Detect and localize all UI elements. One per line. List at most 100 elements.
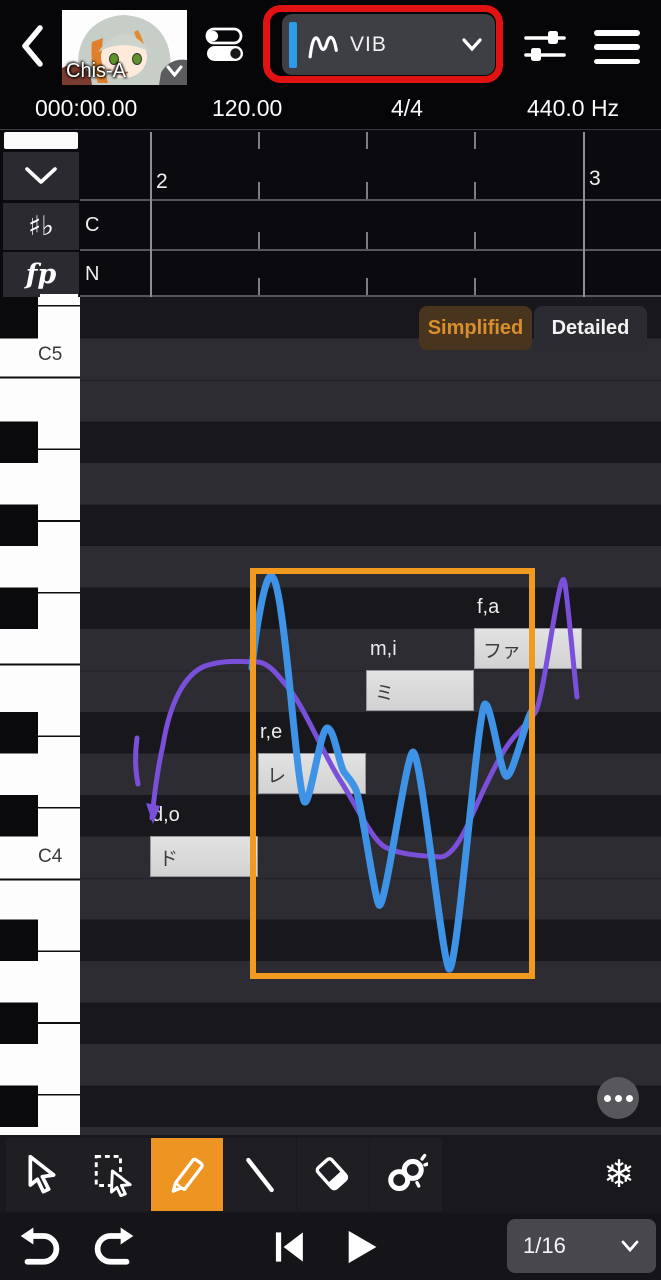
note-kana: ミ	[375, 683, 395, 704]
cursor-tool-button[interactable]	[6, 1138, 78, 1211]
vibrato-curve	[149, 577, 580, 860]
line-tool-button[interactable]	[224, 1138, 296, 1211]
note-lyric: f,a	[477, 596, 500, 618]
pitch-curve	[248, 572, 536, 973]
piano-keyboard[interactable]: C5 C4	[0, 297, 80, 1135]
beat-tick	[366, 182, 368, 199]
play-button[interactable]	[335, 1221, 387, 1273]
chevron-down-icon	[620, 1239, 640, 1253]
freeze-tool-button[interactable]: ❄	[583, 1138, 655, 1211]
note-lyric: r,e	[260, 721, 283, 743]
track-row-label-dyn: N	[85, 263, 100, 285]
bar-line	[150, 132, 152, 297]
ruler-separator	[80, 249, 661, 251]
undo-icon	[18, 1225, 64, 1269]
skip-to-start-button[interactable]	[263, 1221, 315, 1273]
track-toggles-button[interactable]	[200, 24, 248, 66]
playhead-time[interactable]: 000:00.00	[35, 95, 138, 121]
note-block[interactable]: ド	[150, 836, 258, 877]
chevron-down-icon	[23, 166, 59, 186]
param-label: VIB	[350, 32, 387, 56]
pencil-icon	[166, 1153, 208, 1197]
redo-button[interactable]	[84, 1221, 142, 1273]
note-block[interactable]: ファ	[474, 628, 582, 669]
marquee-select-tool-button[interactable]	[78, 1138, 150, 1211]
tempo-value[interactable]: 120.00	[212, 95, 283, 121]
beat-tick	[474, 278, 476, 295]
note-kana: レ	[267, 766, 287, 787]
pitch-curves-layer	[133, 572, 580, 973]
selection-rectangle[interactable]	[250, 568, 535, 979]
bar-line	[583, 132, 585, 297]
ruler-separator	[80, 295, 661, 297]
beat-tick	[258, 182, 260, 199]
sliders-icon	[522, 26, 568, 68]
tab-simplified[interactable]: Simplified	[419, 306, 532, 350]
tuning-value[interactable]: 440.0 Hz	[527, 95, 620, 121]
more-options-button[interactable]	[597, 1077, 639, 1119]
sharp-flat-icon: ♯♭	[28, 211, 54, 242]
eraser-tool-button[interactable]	[297, 1138, 369, 1211]
beat-tick	[474, 182, 476, 199]
bar-number: 2	[156, 170, 168, 193]
beat-tick	[258, 132, 260, 149]
snap-grid-dropdown[interactable]: 1/16	[507, 1219, 656, 1273]
cursor-arrow-icon	[22, 1153, 62, 1197]
beat-tick	[258, 232, 260, 249]
dynamics-button[interactable]: fp	[3, 252, 79, 297]
tab-detailed[interactable]: Detailed	[534, 306, 647, 350]
unlink-tool-button[interactable]	[370, 1138, 442, 1211]
transport-bar: 1/16	[0, 1213, 661, 1280]
collapse-panel-button[interactable]	[3, 152, 79, 200]
horizontal-scrollbar[interactable]	[4, 132, 78, 149]
top-bar: Chis-A VIB	[0, 0, 661, 88]
voice-avatar-image	[62, 10, 187, 85]
note-grid[interactable]: ド レ ミ ファ d,o r,e m,i f,a Simplified Det	[80, 297, 661, 1135]
tool-bar: ❄	[0, 1135, 661, 1213]
broken-link-icon	[384, 1153, 428, 1197]
play-icon	[341, 1225, 381, 1269]
piano-roll-editor: C5 C4 ド レ ミ ファ d,o r,e m,i f,a	[0, 297, 661, 1135]
forte-piano-icon: fp	[25, 259, 57, 290]
bar-number: 3	[589, 167, 601, 190]
snap-value: 1/16	[523, 1233, 566, 1258]
status-bar: 000:00.00 120.00 4/4 440.0 Hz	[0, 88, 661, 130]
note-kana: ド	[159, 849, 179, 870]
key-signature-button[interactable]: ♯♭	[3, 203, 79, 250]
note-lyric: m,i	[370, 638, 397, 660]
skip-start-icon	[269, 1225, 309, 1269]
note-kana: ファ	[483, 641, 522, 662]
ruler-separator	[80, 199, 661, 201]
undo-button[interactable]	[12, 1221, 70, 1273]
pencil-tool-button[interactable]	[151, 1138, 223, 1211]
beat-tick	[366, 278, 368, 295]
line-icon	[240, 1153, 280, 1197]
param-accent-bar	[289, 21, 297, 68]
chevron-left-icon	[17, 23, 47, 69]
beat-tick	[366, 132, 368, 149]
toggle-switches-icon	[200, 24, 248, 66]
active-row-underline	[40, 294, 78, 298]
black-keys[interactable]	[0, 297, 38, 1135]
main-menu-button[interactable]	[594, 30, 640, 64]
voice-name: Chis-A	[66, 60, 127, 82]
voice-selector[interactable]: Chis-A	[62, 10, 187, 85]
key-label-c5: C5	[38, 344, 63, 365]
parameter-dropdown[interactable]: VIB	[282, 14, 495, 75]
eraser-icon	[311, 1153, 355, 1197]
vibrato-curve-stroke	[133, 735, 141, 787]
snowflake-icon: ❄	[603, 1153, 635, 1196]
mixer-settings-button[interactable]	[522, 26, 568, 68]
back-button[interactable]	[14, 22, 50, 70]
note-block[interactable]: ミ	[366, 670, 474, 711]
beat-tick	[366, 232, 368, 249]
beat-tick	[474, 132, 476, 149]
time-signature[interactable]: 4/4	[391, 95, 423, 121]
key-label-c4: C4	[38, 846, 63, 867]
note-lyric: d,o	[152, 804, 180, 826]
ruler-zone: ♯♭ fp 2 3 C N	[0, 130, 661, 298]
beat-tick	[258, 278, 260, 295]
vibrato-wave-icon	[307, 29, 341, 61]
chevron-down-icon	[166, 65, 183, 78]
